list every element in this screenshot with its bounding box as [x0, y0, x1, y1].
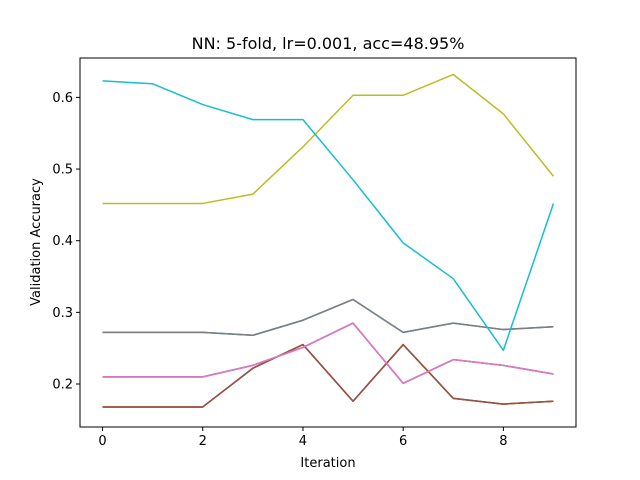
- y-tick-label: 0.3: [52, 306, 73, 321]
- x-axis-label: Iteration: [300, 456, 355, 471]
- x-tick-label: 4: [299, 434, 307, 449]
- series-line-7: [102, 298, 554, 337]
- y-tick-label: 0.6: [52, 91, 73, 106]
- x-tick-label: 2: [199, 434, 207, 449]
- y-axis: 0.2 0.3 0.4 0.5 0.6: [52, 91, 80, 393]
- y-tick-label: 0.5: [52, 163, 73, 178]
- y-axis-label: Validation Accuracy: [29, 178, 44, 306]
- series-line-8: [102, 73, 555, 205]
- series-line-6: [102, 322, 554, 385]
- series-line-9: [102, 80, 555, 352]
- y-tick-label: 0.4: [52, 234, 73, 249]
- plot-frame: [79, 57, 577, 428]
- series-line-5: [102, 343, 554, 408]
- x-tick-label: 8: [499, 434, 507, 449]
- series-layer: [102, 73, 555, 408]
- x-tick-label: 0: [98, 434, 106, 449]
- chart-title: NN: 5-fold, lr=0.001, acc=48.95%: [192, 34, 465, 53]
- y-tick-label: 0.2: [52, 378, 73, 393]
- x-axis: 0 2 4 6 8: [98, 427, 507, 449]
- x-tick-label: 6: [399, 434, 407, 449]
